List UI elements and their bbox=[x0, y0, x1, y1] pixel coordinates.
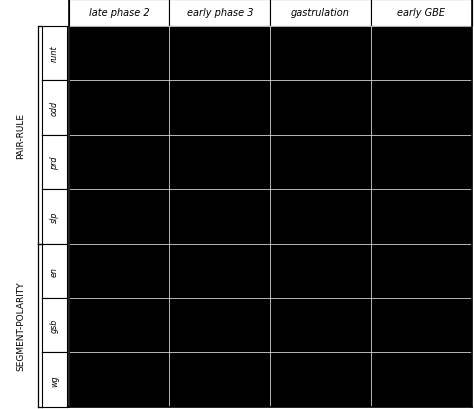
Text: early GBE: early GBE bbox=[397, 8, 445, 18]
Text: SEGMENT-POLARITY: SEGMENT-POLARITY bbox=[16, 281, 25, 370]
Text: en: en bbox=[50, 266, 59, 276]
Text: PAIR-RULE: PAIR-RULE bbox=[16, 112, 25, 158]
Text: prd: prd bbox=[50, 156, 59, 169]
Text: wg: wg bbox=[50, 374, 59, 386]
Text: gsb: gsb bbox=[50, 318, 59, 333]
Text: slp: slp bbox=[50, 211, 59, 222]
Text: odd: odd bbox=[50, 101, 59, 116]
Text: late phase 2: late phase 2 bbox=[89, 8, 149, 18]
Text: early phase 3: early phase 3 bbox=[187, 8, 253, 18]
Text: gastrulation: gastrulation bbox=[291, 8, 350, 18]
Text: runt: runt bbox=[50, 45, 59, 62]
